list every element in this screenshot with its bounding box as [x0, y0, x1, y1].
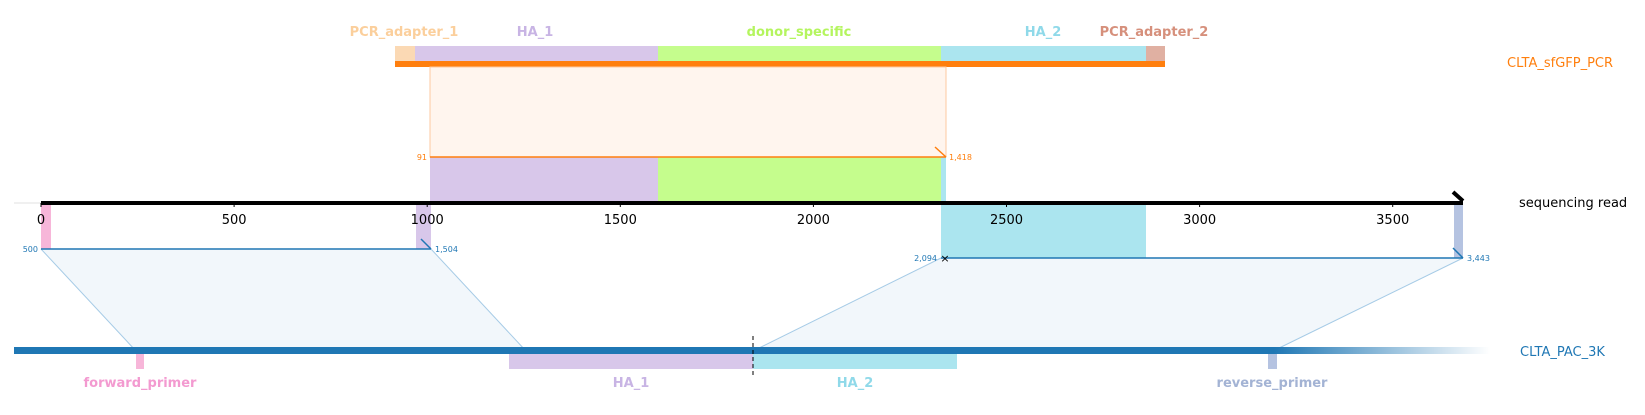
read-feature-reverse-primer [1454, 203, 1463, 258]
axis-tick-label: 0 [37, 213, 45, 228]
position-axis: 0 500 1000 1500 2000 2500 3000 3500 [37, 203, 1409, 228]
axis-tick-label: 3000 [1183, 213, 1216, 228]
top-feature-ha-1 [415, 46, 658, 61]
top-feature-ha-2 [941, 46, 1146, 61]
bottom-alignments: 500 1,504 × 2,094 3,443 [23, 238, 1490, 265]
middle-track-label: sequencing read [1519, 196, 1627, 211]
read-feature-forward-primer [41, 203, 51, 249]
bottom-track-bar [14, 347, 1274, 354]
bottom-feature-label-forward-primer: forward_primer [84, 376, 198, 391]
bottom-right-alignment-arrowhead [1452, 247, 1464, 259]
bottom-feature-forward-primer [136, 354, 144, 369]
bottom-left-connector-right [430, 248, 527, 352]
axis-tick-label: 1000 [411, 213, 444, 228]
read-feature-ha-1 [430, 157, 658, 202]
read-feature-ha-2-lower [941, 203, 1146, 258]
bottom-right-alignment-band [753, 258, 1463, 351]
top-alignment-arrowhead [934, 146, 947, 158]
top-track-label: CLTA_sfGFP_PCR [1507, 56, 1613, 71]
top-feature-label-ha-2: HA_2 [1025, 25, 1062, 40]
read-feature-ha-1-lower [416, 203, 431, 249]
axis-tick-label: 500 [222, 213, 247, 228]
bottom-track-fade [1274, 347, 1490, 354]
bottom-alignment-bands [40, 248, 1464, 352]
bottom-feature-ha-1 [509, 354, 753, 369]
bottom-feature-ha-2 [753, 354, 957, 369]
top-track-bar [395, 61, 1165, 67]
bottom-right-end-label: 3,443 [1467, 254, 1490, 263]
axis-tick-label: 1500 [604, 213, 637, 228]
top-feature-label-ha-1: HA_1 [517, 25, 554, 40]
middle-track: sequencing read 0 500 1000 1500 2000 2500 3000… [14, 190, 1627, 258]
top-alignment-end-label: 1,418 [949, 153, 972, 162]
top-feature-donor-specific [658, 46, 941, 61]
top-feature-pcr-adapter-2 [1146, 46, 1165, 61]
bottom-right-connector-right [1272, 257, 1464, 352]
top-feature-pcr-adapter-1 [395, 46, 415, 61]
bottom-track-label: CLTA_PAC_3K [1520, 345, 1605, 360]
axis-tick-label: 2500 [990, 213, 1023, 228]
bottom-left-connector-left [40, 248, 137, 352]
bottom-right-connector-left [752, 257, 942, 352]
bottom-right-start-label: 2,094 [914, 254, 937, 263]
bottom-left-alignment-band [41, 249, 526, 351]
read-feature-donor-specific [658, 157, 941, 202]
bottom-left-start-label: 500 [23, 245, 38, 254]
bottom-feature-label-reverse-primer: reverse_primer [1217, 376, 1329, 391]
bottom-feature-label-ha-2: HA_2 [837, 376, 874, 391]
bottom-left-end-label: 1,504 [435, 245, 458, 254]
top-alignment-band [429, 66, 947, 158]
top-feature-label-donor-specific: donor_specific [747, 25, 852, 40]
top-alignment: 91 1,418 [417, 66, 972, 202]
axis-tick-label: 3500 [1376, 213, 1409, 228]
top-feature-label-pcr-adapter-2: PCR_adapter_2 [1100, 25, 1209, 40]
bottom-right-start-cross-icon: × [940, 252, 949, 265]
top-alignment-start-label: 91 [417, 153, 427, 162]
bottom-left-alignment-arrowhead [420, 238, 432, 250]
bottom-feature-label-ha-1: HA_1 [613, 376, 650, 391]
sequencing-read-arrowhead [1451, 190, 1465, 203]
read-feature-ha-2 [941, 157, 946, 202]
top-track: PCR_adapter_1 HA_1 donor_specific HA_2 P… [350, 25, 1613, 71]
bottom-track: forward_primer HA_1 HA_2 reverse_primer … [14, 336, 1605, 391]
top-feature-label-pcr-adapter-1: PCR_adapter_1 [350, 25, 459, 40]
bottom-feature-reverse-primer [1268, 354, 1277, 369]
axis-tick-label: 2000 [797, 213, 830, 228]
